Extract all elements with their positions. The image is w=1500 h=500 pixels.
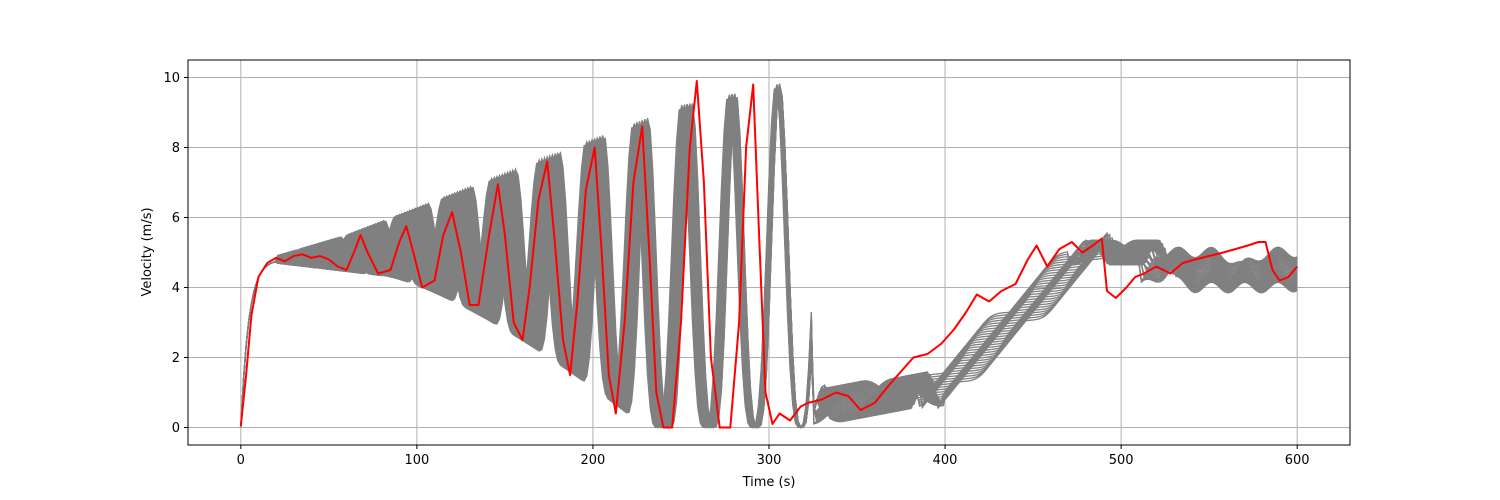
y-axis-ticks: 0 2 4 6 8 10 [163,71,188,436]
x-tick-label: 100 [404,453,429,468]
x-axis-label: Time (s) [742,475,796,490]
background-trajectories [240,83,1298,429]
y-tick-label: 0 [172,421,180,436]
y-tick-label: 10 [163,71,180,86]
y-tick-label: 2 [172,351,180,366]
highlight-trajectory [239,80,1298,429]
x-tick-label: 600 [1285,453,1310,468]
x-tick-label: 500 [1109,453,1134,468]
y-tick-label: 4 [172,281,180,296]
x-tick-label: 200 [581,453,606,468]
x-tick-label: 400 [933,453,958,468]
y-tick-label: 6 [172,211,180,226]
y-axis-label: Velocity (m/s) [140,207,155,296]
x-tick-label: 300 [757,453,782,468]
y-tick-label: 8 [172,141,180,156]
x-axis-ticks: 0 100 200 300 400 500 600 [237,445,1310,468]
highlight-trajectory-line [239,80,1298,429]
x-tick-label: 0 [237,453,245,468]
background-trajectory-line [240,84,1298,429]
